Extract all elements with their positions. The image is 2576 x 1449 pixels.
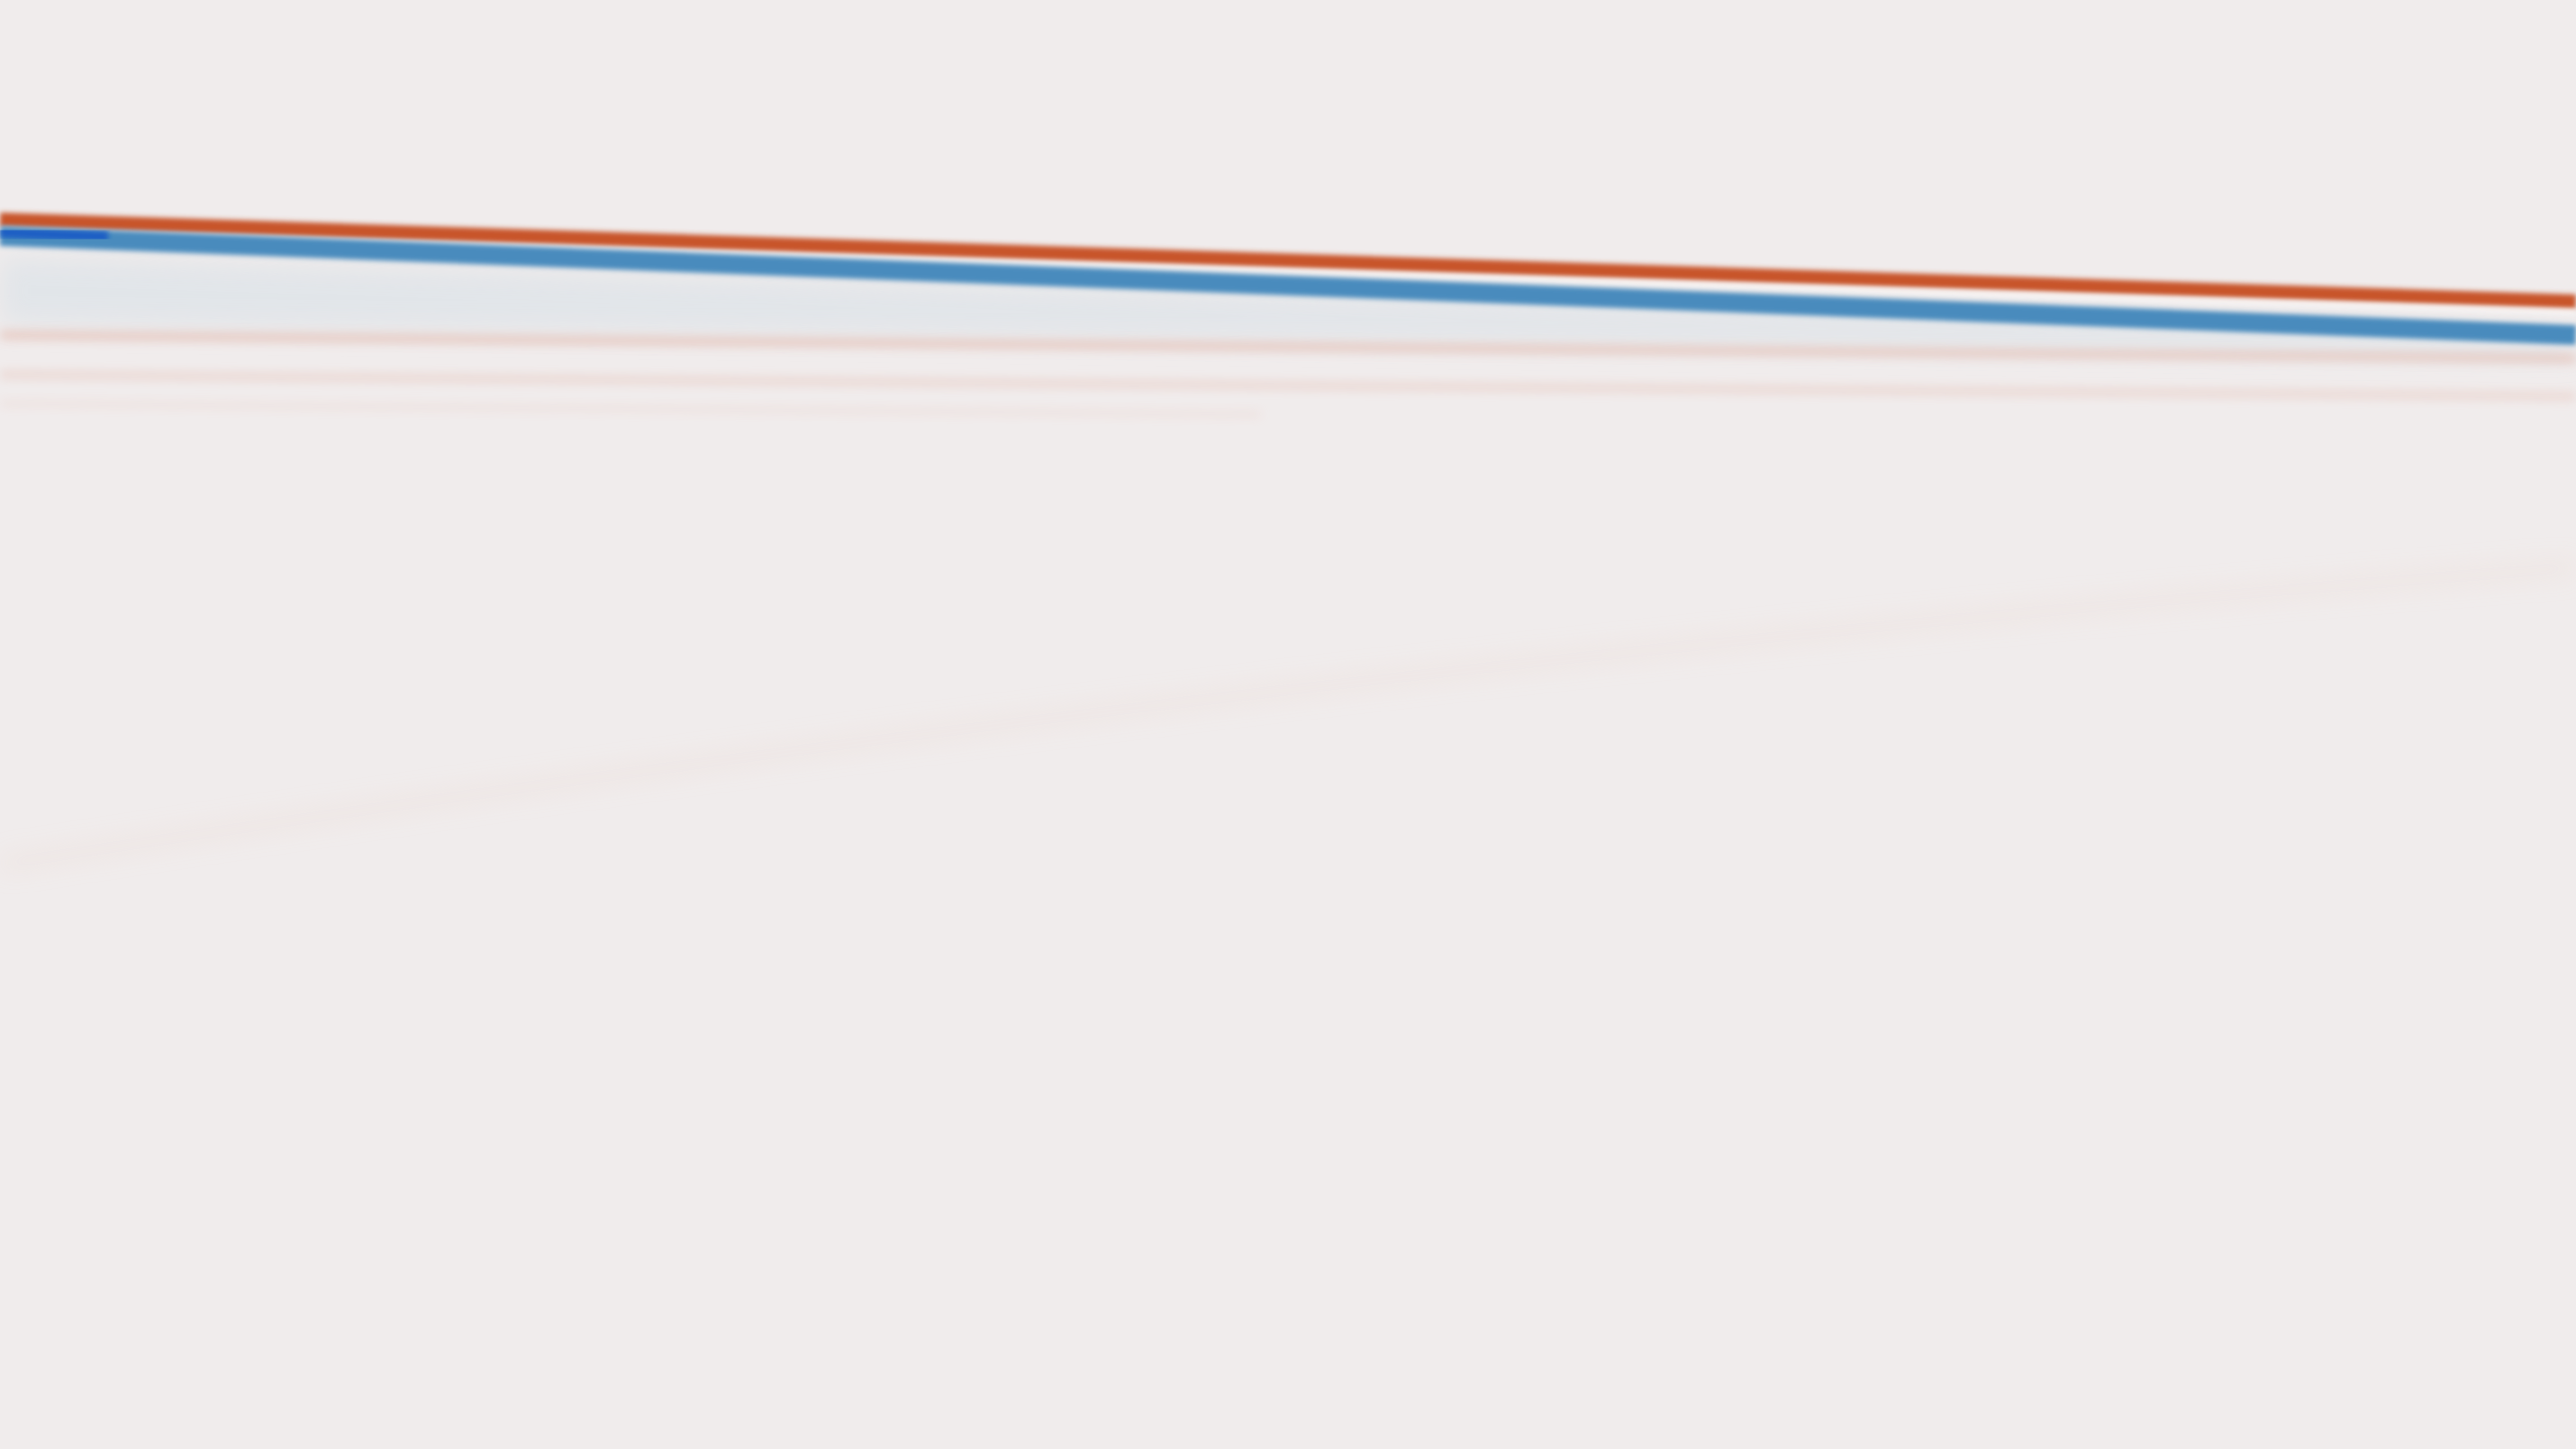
faint-red-line xyxy=(0,332,2576,361)
faint-red-line xyxy=(0,402,1262,416)
blue-band xyxy=(0,226,2576,345)
pale-blue-wash xyxy=(0,257,2576,356)
deep-blue-tip xyxy=(0,227,109,242)
faint-diagonal-streak xyxy=(0,563,2576,869)
red-band xyxy=(0,213,2576,309)
faint-red-line xyxy=(0,372,2576,399)
